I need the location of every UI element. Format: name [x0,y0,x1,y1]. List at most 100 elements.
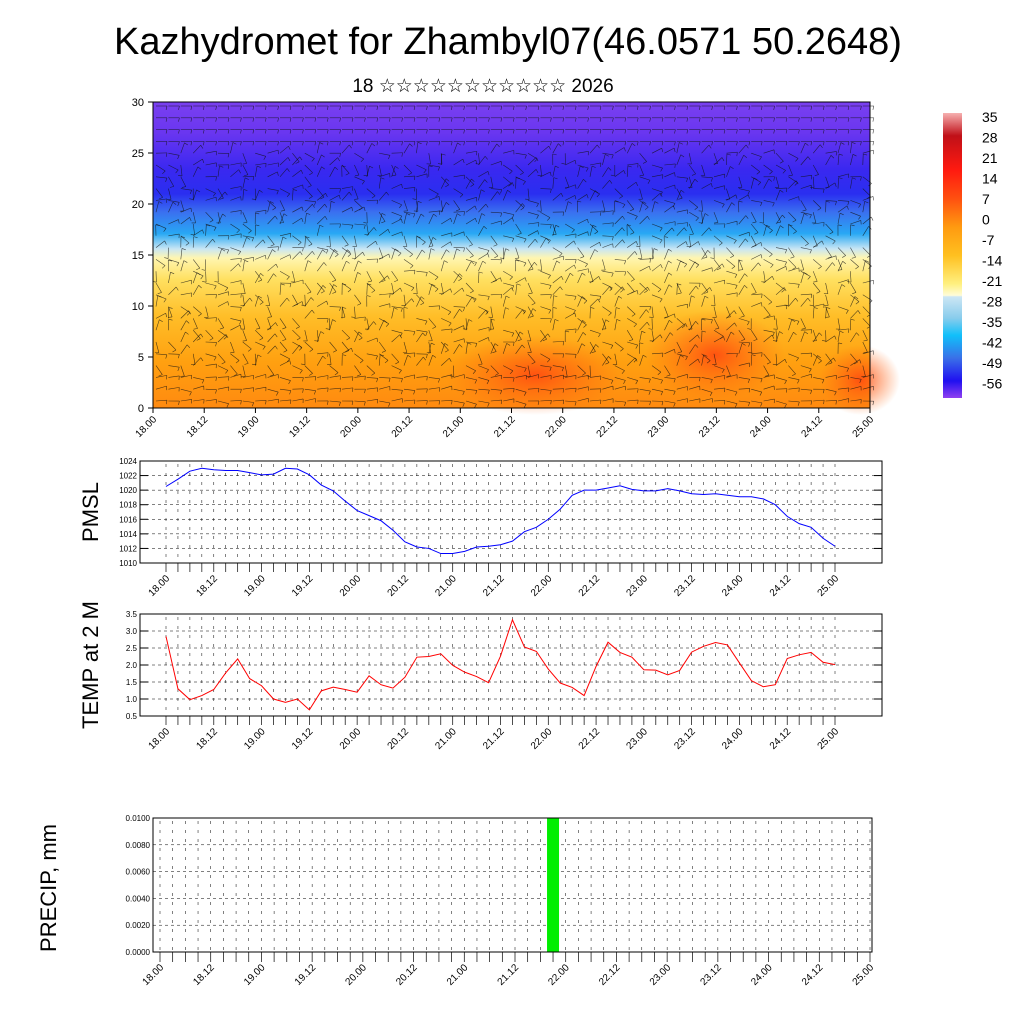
warm-spot [645,310,785,400]
x-tick-label: 18.12 [194,726,220,752]
x-tick-label: 18.00 [134,414,160,440]
x-tick-label: 24.00 [749,962,775,988]
x-tick-label: 21.12 [481,573,507,599]
x-tick-label: 23.12 [697,414,723,440]
x-tick-label: 25.00 [851,962,877,988]
x-tick-label: 19.00 [236,414,262,440]
colorbar-label: 35 [982,109,998,125]
plot-frame [153,818,872,952]
wind-barb-flag [873,130,874,134]
figure-title: Kazhydromet for Zhambyl07(46.0571 50.264… [114,21,902,63]
colorbar-label: 7 [982,191,990,207]
x-tick-label: 18.12 [185,414,211,440]
x-tick-label: 21.12 [496,962,522,988]
y-tick-label: 1022 [119,472,137,481]
y-tick-label: 25 [132,148,144,160]
y-axis-title: PMSL [78,482,103,542]
colorbar-label: 0 [982,212,990,228]
y-tick-label: 5 [138,352,144,364]
x-tick-label: 25.00 [851,414,877,440]
colorbar-label: 14 [982,171,998,187]
precip-chart: 0.00000.00200.00400.00600.00800.010018.0… [36,814,876,988]
x-tick-label: 22.12 [577,573,603,599]
colorbar-label: -56 [982,376,1002,392]
x-tick-label: 18.00 [141,962,167,988]
y-tick-label: 0.0100 [126,814,151,823]
x-tick-label: 24.12 [799,414,825,440]
y-tick-label: 30 [132,97,144,109]
x-tick-label: 19.12 [290,573,316,599]
plot-frame [140,461,882,563]
colorbar-label: -28 [982,294,1002,310]
y-tick-label: 1018 [119,501,137,510]
wind-barb-flag [871,217,873,221]
x-tick-label: 19.12 [293,962,319,988]
x-tick-label: 23.00 [625,726,651,752]
y-tick-label: 0.0000 [126,948,151,957]
y-tick-label: 1024 [119,457,137,466]
colorbar-label: -21 [982,273,1002,289]
y-tick-label: 20 [132,199,144,211]
y-tick-label: 10 [132,301,144,313]
precip-bar [547,818,559,952]
x-tick-label: 20.12 [386,573,412,599]
colorbar-label: -7 [982,232,995,248]
y-tick-label: 1012 [119,544,137,553]
x-tick-label: 21.00 [445,962,471,988]
y-tick-label: 0.0040 [126,894,151,903]
wind-barb-flag [873,118,874,122]
y-axis-title: PRECIP, mm [36,824,61,952]
y-tick-label: 1016 [119,515,137,524]
y-tick-label: 15 [132,250,144,262]
colorbar-label: 28 [982,130,998,146]
x-tick-label: 21.00 [433,573,459,599]
x-tick-label: 20.12 [386,726,412,752]
y-tick-label: 3.0 [126,627,138,636]
x-tick-label: 24.12 [768,726,794,752]
x-tick-label: 22.00 [543,414,569,440]
x-tick-label: 21.00 [441,414,467,440]
x-tick-label: 18.00 [147,726,173,752]
y-tick-label: 1.5 [126,678,138,687]
x-tick-label: 22.00 [529,726,555,752]
x-tick-label: 18.12 [194,573,220,599]
y-axis-title: TEMP at 2 M [78,601,103,729]
x-tick-label: 21.00 [433,726,459,752]
x-tick-label: 22.00 [529,573,555,599]
x-tick-label: 23.00 [625,573,651,599]
colorbar-gradient [943,113,962,398]
x-tick-label: 19.00 [242,962,268,988]
x-tick-label: 18.00 [147,573,173,599]
x-tick-label: 24.12 [768,573,794,599]
x-tick-label: 19.12 [290,726,316,752]
y-tick-label: 0.0020 [126,921,151,930]
x-tick-label: 20.00 [338,726,364,752]
y-tick-label: 3.5 [126,610,138,619]
x-tick-label: 22.12 [597,962,623,988]
x-tick-label: 22.00 [546,962,572,988]
x-tick-label: 25.00 [816,726,842,752]
y-tick-label: 0 [138,403,144,415]
colorbar-label: -14 [982,253,1002,269]
x-tick-label: 24.00 [720,573,746,599]
x-tick-label: 22.12 [595,414,621,440]
x-tick-label: 18.12 [191,962,217,988]
x-tick-label: 19.00 [242,726,268,752]
y-tick-label: 0.5 [126,712,138,721]
x-tick-label: 21.12 [492,414,518,440]
wind-barb-flag [873,106,874,110]
y-tick-label: 1014 [119,530,137,539]
warm-spot [820,345,900,415]
x-tick-label: 24.00 [720,726,746,752]
x-tick-label: 20.12 [390,414,416,440]
colorbar-label: -49 [982,355,1002,371]
colorbar-label: -42 [982,335,1002,351]
x-tick-label: 20.00 [344,962,370,988]
x-tick-label: 23.00 [646,414,672,440]
wind-barb-flag [873,141,874,145]
colorbar-label: -35 [982,314,1002,330]
y-tick-label: 1020 [119,486,137,495]
